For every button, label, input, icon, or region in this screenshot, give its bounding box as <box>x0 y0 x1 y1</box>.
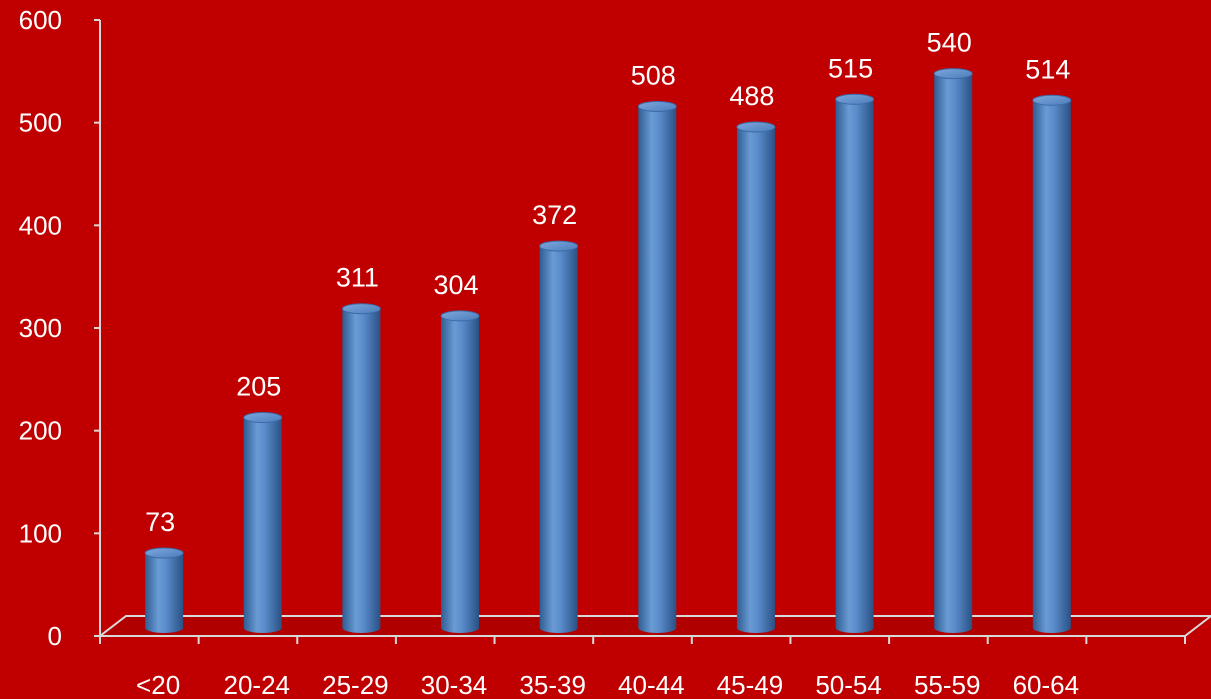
y-tick-label: 400 <box>19 210 62 240</box>
bar <box>243 412 283 633</box>
bar-cap <box>736 121 776 133</box>
data-label: 73 <box>145 507 175 537</box>
bar-body <box>243 417 282 633</box>
bar <box>144 547 184 633</box>
y-tick-label: 300 <box>19 313 62 343</box>
x-tick-label: 45-49 <box>717 670 784 699</box>
data-label: 540 <box>927 28 972 58</box>
x-tick-label: 40-44 <box>618 670 685 699</box>
x-tick-label: 35-39 <box>519 670 586 699</box>
x-tick-label: 60-64 <box>1013 670 1080 699</box>
bar <box>1032 94 1072 633</box>
bar-body <box>638 106 677 634</box>
bar-body <box>539 246 578 633</box>
bar-body <box>934 73 973 634</box>
data-label: 508 <box>631 60 676 90</box>
y-tick-label: 500 <box>19 108 62 138</box>
bar <box>835 93 875 634</box>
bar-cap <box>539 240 579 252</box>
bar-body <box>145 553 184 633</box>
y-tick-label: 100 <box>19 518 62 548</box>
bar-body <box>342 308 381 633</box>
y-tick-label: 600 <box>19 5 62 35</box>
y-axis-ticks: 0 100 200 300 400 500 600 <box>19 5 100 651</box>
bar-body <box>835 99 874 634</box>
data-label: 304 <box>433 270 478 300</box>
bar-cap <box>144 547 184 559</box>
data-label: 488 <box>729 81 774 111</box>
bar <box>637 100 677 634</box>
data-label: 515 <box>828 53 873 83</box>
x-tick-label: 55-59 <box>914 670 981 699</box>
x-tick-label: 25-29 <box>322 670 389 699</box>
bar-cap <box>933 68 973 80</box>
data-label: 514 <box>1025 54 1070 84</box>
x-tick-label: 50-54 <box>815 670 882 699</box>
bar-cap <box>440 310 480 322</box>
x-tick-label: <20 <box>136 670 180 699</box>
bar-body <box>1032 100 1071 633</box>
bar-body <box>736 126 775 633</box>
data-label: 372 <box>532 200 577 230</box>
x-axis-ticks: <20 20-24 25-29 30-34 35-39 40-44 45-49 50-54 55… <box>99 636 1186 699</box>
bars: 73 205 311 304 372 508 488 515 540 514 <box>144 28 1072 634</box>
bar <box>341 303 381 633</box>
bar <box>933 68 973 634</box>
x-tick-label: 30-34 <box>421 670 488 699</box>
bar-cap <box>637 100 677 112</box>
data-label: 205 <box>236 372 281 402</box>
bar-cap <box>341 303 381 315</box>
data-label: 311 <box>336 263 379 293</box>
bar-cap <box>835 93 875 105</box>
bar-cap <box>243 412 283 424</box>
bar <box>736 121 776 633</box>
bar-cap <box>1032 94 1072 106</box>
y-tick-label: 200 <box>19 416 62 446</box>
bar <box>440 310 480 633</box>
bar <box>539 240 579 633</box>
y-tick-label: 0 <box>48 621 62 651</box>
x-tick-label: 20-24 <box>224 670 291 699</box>
bar-body <box>441 315 480 633</box>
